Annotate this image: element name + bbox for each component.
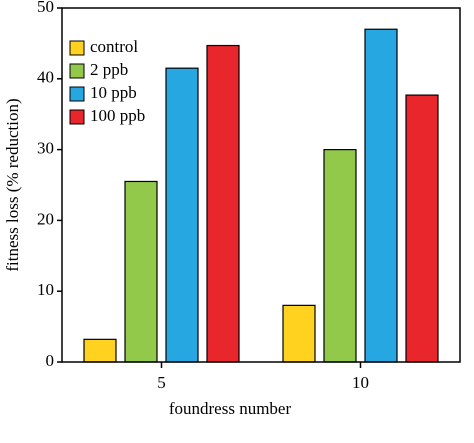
y-tick-label: 50 (37, 0, 54, 16)
bar (206, 44, 240, 363)
x-tick-label: 5 (157, 373, 166, 392)
x-axis-label: foundress number (169, 399, 292, 418)
legend-label: 10 ppb (90, 83, 137, 102)
x-tick-label: 10 (352, 373, 369, 392)
bar (83, 338, 117, 363)
legend-swatch (69, 40, 85, 56)
plot-frame (61, 7, 461, 363)
legend-swatch (69, 86, 85, 102)
bar (124, 180, 158, 363)
y-tick-label: 20 (37, 209, 54, 228)
legend-label: 100 ppb (90, 106, 145, 125)
legend-label: control (90, 37, 138, 56)
bar (364, 28, 398, 363)
y-tick-label: 40 (37, 68, 54, 87)
bar (282, 304, 316, 363)
legend-swatch (69, 109, 85, 125)
y-tick-label: 0 (46, 351, 55, 370)
bar (165, 67, 199, 363)
y-axis-label: fitness loss (% reduction) (3, 98, 22, 271)
y-tick-label: 30 (37, 139, 54, 158)
legend-label: 2 ppb (90, 60, 128, 79)
bar (323, 149, 357, 363)
y-tick-label: 10 (37, 280, 54, 299)
bar (405, 94, 439, 363)
legend-swatch (69, 63, 85, 79)
